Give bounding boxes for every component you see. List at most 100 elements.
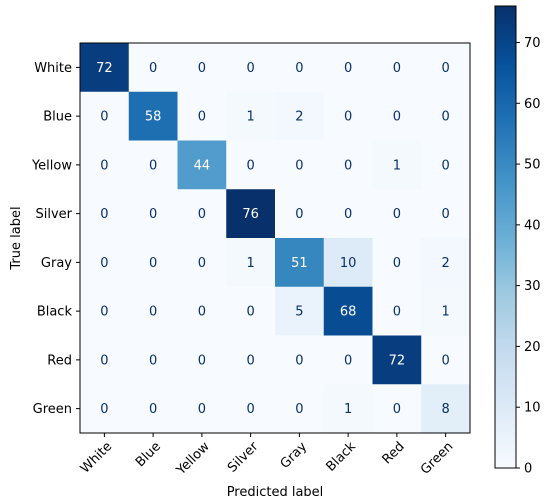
heatmap-cell	[226, 140, 276, 190]
cell-value-label: 0	[344, 207, 352, 222]
heatmap-cell	[323, 43, 373, 93]
heatmap-cell	[80, 91, 130, 141]
heatmap-cell	[372, 286, 422, 336]
heatmap-cell	[128, 189, 178, 239]
cell-value-label: 0	[149, 353, 157, 368]
heatmap-cell	[372, 140, 422, 190]
y-tick-label: Green	[33, 402, 72, 417]
cell-value-label: 8	[441, 402, 449, 417]
cell-value-label: 1	[246, 256, 254, 271]
heatmap-cell	[226, 384, 276, 434]
cell-value-label: 0	[149, 402, 157, 417]
colorbar-ticks: 0 10 20 30 40 50 60 70	[516, 36, 541, 477]
heatmap-cell	[372, 335, 422, 385]
heatmap-cell	[421, 43, 471, 93]
x-tick-label: Gray	[278, 439, 311, 472]
heatmap-cell	[372, 91, 422, 141]
heatmap-cell	[128, 238, 178, 288]
heatmap-cell	[177, 140, 227, 190]
colorbar-tick-label: 0	[524, 462, 532, 477]
heatmap-cell	[421, 189, 471, 239]
cell-value-label: 72	[389, 353, 406, 368]
heatmap-cell	[226, 335, 276, 385]
cell-value-label: 68	[340, 305, 357, 320]
heatmap-cell	[128, 140, 178, 190]
cell-value-label: 0	[295, 61, 303, 76]
colorbar-tick-label: 30	[524, 279, 541, 294]
cell-value-label: 1	[393, 158, 401, 173]
plot-frame	[79, 42, 471, 434]
cell-value-label: 51	[291, 256, 308, 271]
y-axis-ticks: White Blue Yellow Silver Gray Black Red Green	[31, 61, 80, 417]
heatmap-cell	[372, 43, 422, 93]
heatmap-cell	[275, 91, 325, 141]
cell-value-label: 0	[198, 207, 206, 222]
heatmap-cell	[128, 384, 178, 434]
heatmap-cell	[372, 189, 422, 239]
cell-value-label: 0	[295, 402, 303, 417]
heatmap-cell	[80, 43, 130, 93]
heatmap-cell	[323, 140, 373, 190]
cell-value-label: 0	[198, 61, 206, 76]
heatmap-cell	[323, 91, 373, 141]
heatmap-cell	[275, 286, 325, 336]
cell-value-label: 0	[149, 207, 157, 222]
cell-value-label: 0	[393, 61, 401, 76]
heatmap-cell	[177, 286, 227, 336]
heatmap-cell	[128, 91, 178, 141]
x-tick-label: Blue	[133, 439, 164, 470]
heatmap-cell	[275, 140, 325, 190]
cell-value-label: 2	[441, 256, 449, 271]
cell-value-label: 0	[441, 353, 449, 368]
y-tick-label: Silver	[35, 207, 72, 222]
y-tick-label: White	[34, 61, 72, 76]
colorbar-tick-label: 10	[524, 401, 541, 416]
y-tick-label: Yellow	[31, 158, 72, 173]
heatmap-cell	[177, 189, 227, 239]
cell-value-label: 1	[344, 402, 352, 417]
colorbar-tick-label: 50	[524, 158, 541, 173]
heatmap-cell	[128, 286, 178, 336]
cell-value-label: 0	[344, 353, 352, 368]
x-tick-label: Red	[380, 439, 408, 467]
cell-value-label: 44	[194, 158, 211, 173]
colorbar-tick-label: 20	[524, 340, 541, 355]
cell-value-label: 0	[393, 256, 401, 271]
cell-value-label: 72	[96, 61, 113, 76]
heatmap-cell	[226, 189, 276, 239]
heatmap-cell	[80, 286, 130, 336]
heatmap-cell	[128, 43, 178, 93]
heatmap-cell	[177, 43, 227, 93]
heatmap-cell	[372, 238, 422, 288]
cell-value-label: 0	[100, 353, 108, 368]
heatmap-cell	[275, 238, 325, 288]
heatmap-cell	[80, 189, 130, 239]
heatmap-cell	[128, 335, 178, 385]
heatmap-cell	[421, 140, 471, 190]
x-axis-ticks: White Blue Yellow Silver Gray Black Red Green	[78, 433, 456, 479]
cell-value-label: 0	[393, 207, 401, 222]
cell-value-label: 1	[441, 305, 449, 320]
heatmap-cells	[80, 43, 471, 434]
cell-value-label: 0	[100, 158, 108, 173]
cell-value-label: 76	[242, 207, 259, 222]
heatmap-cell	[226, 286, 276, 336]
heatmap-cell	[177, 335, 227, 385]
cell-value-label: 0	[295, 353, 303, 368]
x-tick-label: Silver	[225, 439, 262, 476]
cell-value-label: 58	[145, 110, 162, 125]
heatmap-cell	[177, 384, 227, 434]
heatmap-cell	[275, 43, 325, 93]
cell-value-label: 0	[246, 353, 254, 368]
y-tick-label: Red	[47, 353, 72, 368]
cell-value-label: 0	[441, 207, 449, 222]
cell-value-label: 0	[100, 207, 108, 222]
heatmap-cell	[421, 335, 471, 385]
x-tick-label: Black	[323, 439, 359, 475]
x-tick-label: White	[78, 439, 115, 476]
heatmap-cell	[226, 91, 276, 141]
x-tick-label: Yellow	[173, 439, 213, 479]
cell-value-label: 0	[344, 110, 352, 125]
heatmap-cell	[80, 335, 130, 385]
